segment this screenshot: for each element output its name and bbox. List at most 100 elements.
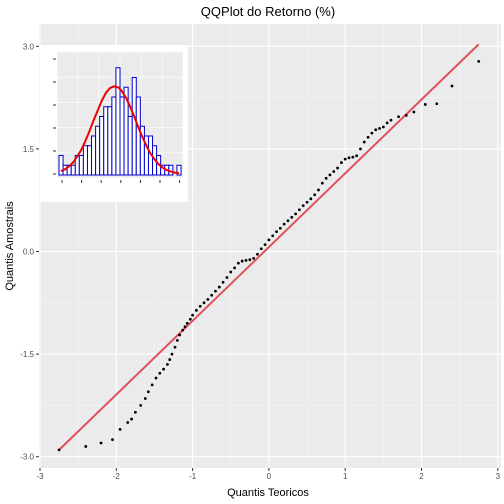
x-tick-label: 2 bbox=[419, 472, 424, 481]
histogram-bar bbox=[95, 125, 101, 176]
data-point bbox=[166, 362, 169, 366]
x-tick-label: 3 bbox=[496, 472, 501, 481]
data-point bbox=[214, 289, 217, 293]
data-point bbox=[221, 280, 225, 284]
histogram-bar bbox=[86, 145, 93, 176]
histogram-bar bbox=[127, 116, 133, 176]
data-point bbox=[309, 197, 313, 201]
data-point bbox=[301, 204, 305, 208]
data-point bbox=[178, 333, 182, 337]
data-point bbox=[271, 234, 275, 238]
data-point bbox=[233, 266, 236, 270]
data-point bbox=[210, 293, 214, 297]
data-point bbox=[435, 102, 439, 106]
data-point bbox=[290, 215, 294, 219]
data-point bbox=[381, 125, 385, 129]
data-point bbox=[158, 371, 162, 375]
x-axis: -3 -2 -1 0 1 2 3 bbox=[36, 468, 501, 481]
histogram-bar bbox=[131, 77, 137, 176]
data-point bbox=[263, 243, 267, 247]
data-point bbox=[256, 252, 259, 256]
data-point bbox=[126, 421, 130, 424]
data-point bbox=[181, 328, 185, 332]
y-tick-label: -3.0 bbox=[20, 453, 34, 462]
data-point bbox=[173, 345, 177, 349]
data-point bbox=[118, 427, 122, 431]
data-point bbox=[183, 325, 187, 329]
inset-axis-ticks bbox=[53, 58, 181, 183]
data-point bbox=[150, 383, 154, 387]
histogram-bar bbox=[70, 164, 76, 176]
data-point bbox=[252, 256, 256, 260]
data-point bbox=[332, 170, 336, 173]
data-point bbox=[294, 212, 298, 216]
data-point bbox=[188, 317, 192, 321]
data-point bbox=[374, 128, 378, 132]
histogram-bar bbox=[107, 106, 113, 176]
data-point bbox=[130, 417, 133, 421]
data-point bbox=[206, 297, 210, 301]
data-point bbox=[240, 259, 244, 263]
data-point bbox=[267, 238, 271, 242]
data-point bbox=[217, 285, 221, 289]
data-point bbox=[366, 135, 370, 139]
y-tick-label: 3.0 bbox=[23, 42, 35, 51]
data-point bbox=[378, 126, 381, 130]
data-point bbox=[397, 115, 401, 119]
data-point bbox=[139, 404, 143, 407]
data-point bbox=[57, 448, 61, 452]
y-tick-label: -1.5 bbox=[20, 350, 34, 359]
data-point bbox=[423, 103, 427, 106]
data-point bbox=[278, 226, 282, 230]
data-point bbox=[370, 131, 374, 135]
histogram-bar bbox=[176, 164, 182, 176]
data-point bbox=[275, 230, 278, 234]
histogram-bar bbox=[91, 135, 97, 176]
qq-reference-line bbox=[58, 43, 480, 451]
histogram-bar bbox=[115, 67, 121, 176]
data-point bbox=[359, 147, 362, 151]
data-point bbox=[343, 157, 347, 161]
data-point bbox=[412, 110, 416, 114]
density-curve bbox=[60, 85, 180, 175]
data-point bbox=[195, 308, 198, 312]
data-point bbox=[305, 200, 309, 204]
data-point bbox=[317, 188, 320, 192]
data-point bbox=[244, 258, 248, 262]
data-point bbox=[351, 155, 355, 159]
x-tick-label: -1 bbox=[189, 472, 197, 481]
histogram-bar bbox=[99, 116, 105, 176]
data-point bbox=[225, 276, 229, 279]
y-tick-label: 1.5 bbox=[23, 145, 35, 154]
data-point bbox=[162, 367, 166, 371]
histogram-bar bbox=[103, 106, 109, 176]
data-point bbox=[282, 222, 286, 226]
y-tick-label: 0.0 bbox=[23, 248, 35, 257]
reference-line-layer bbox=[58, 43, 480, 451]
data-point bbox=[259, 247, 263, 251]
data-point bbox=[202, 301, 206, 305]
data-point bbox=[175, 339, 179, 342]
data-point bbox=[248, 258, 252, 262]
data-point bbox=[385, 121, 389, 125]
data-point bbox=[236, 261, 240, 265]
data-point bbox=[170, 352, 174, 356]
data-point bbox=[450, 84, 454, 88]
inset-histogram bbox=[40, 45, 188, 202]
y-axis: -3.0 -1.5 0.0 1.5 3.0 bbox=[20, 42, 39, 462]
data-point bbox=[362, 140, 366, 144]
data-point bbox=[324, 176, 328, 180]
data-point bbox=[146, 390, 150, 394]
inset-density-curve-layer bbox=[60, 85, 180, 175]
y-axis-title: Quantis Amostrais bbox=[4, 201, 16, 291]
data-point bbox=[389, 118, 393, 122]
data-point bbox=[168, 358, 172, 361]
data-point bbox=[328, 173, 332, 177]
data-point bbox=[477, 59, 481, 63]
histogram-bar bbox=[82, 145, 88, 176]
data-point bbox=[229, 270, 233, 274]
histogram-bar bbox=[78, 155, 84, 176]
histogram-bar bbox=[111, 96, 117, 176]
